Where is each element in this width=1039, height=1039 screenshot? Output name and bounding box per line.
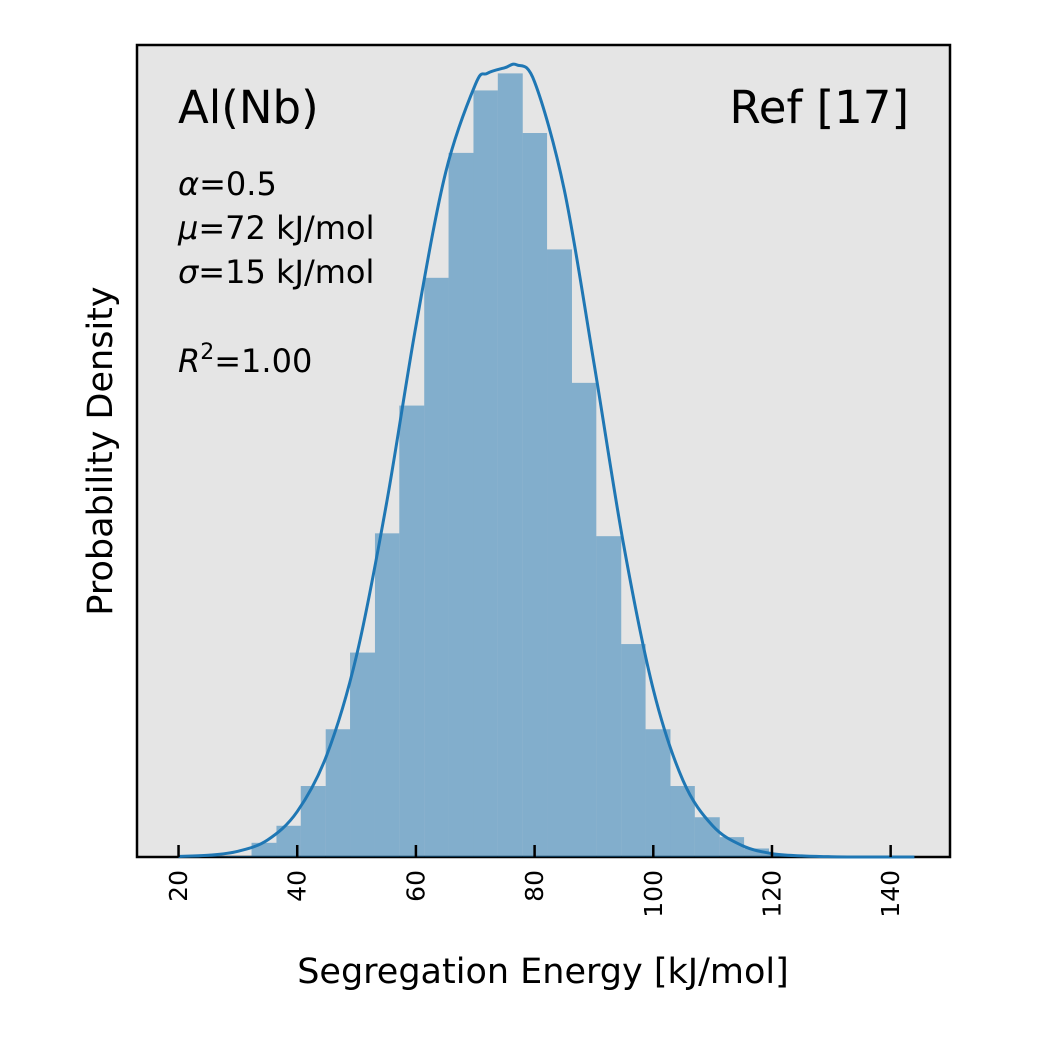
r2-exponent: 2 — [200, 340, 214, 365]
mu-annotation: μ=72 kJ/mol — [177, 209, 374, 247]
r2-value: =1.00 — [214, 342, 312, 380]
mu-symbol: μ — [177, 209, 198, 247]
histogram-bar — [522, 133, 548, 858]
sigma-symbol: σ — [178, 253, 200, 291]
histogram-bar — [227, 855, 252, 857]
histogram-bar — [202, 856, 228, 857]
alpha-annotation: α=0.5 — [178, 165, 277, 203]
histogram-bars — [177, 73, 868, 858]
y-axis-label: Probability Density — [81, 286, 121, 615]
reference-label: Ref [17] — [730, 81, 909, 134]
histogram-bar — [473, 90, 498, 857]
x-tick-label: 80 — [520, 870, 549, 902]
sigma-annotation: σ=15 kJ/mol — [178, 253, 374, 291]
histogram-bar — [547, 249, 572, 858]
histogram-bar — [424, 277, 449, 858]
alpha-symbol: α — [178, 165, 199, 203]
r2-annotation: R2=1.00 — [178, 340, 312, 380]
histogram-bar — [621, 644, 646, 857]
system-label: Al(Nb) — [178, 81, 319, 134]
sigma-value: =15 kJ/mol — [198, 253, 374, 291]
x-tick-label: 60 — [401, 870, 430, 902]
histogram-bar — [448, 152, 474, 857]
x-tick-label: 100 — [639, 870, 668, 918]
x-tick-label: 140 — [876, 870, 905, 918]
fit-curve — [178, 62, 915, 859]
x-tick-label: 120 — [757, 870, 786, 918]
histogram-bar — [694, 817, 720, 857]
histogram-bar — [744, 848, 770, 857]
histogram-bar — [645, 729, 671, 857]
histogram-bar — [350, 652, 375, 857]
alpha-value: =0.5 — [199, 165, 277, 203]
histogram-bar — [399, 405, 425, 857]
x-axis-ticks: 20 40 60 80 100 120 140 — [164, 845, 905, 918]
histogram-bar — [374, 533, 400, 857]
x-tick-label: 40 — [283, 870, 312, 902]
mu-value: =72 kJ/mol — [198, 209, 374, 247]
x-tick-label: 20 — [164, 870, 193, 902]
histogram-bar — [596, 536, 622, 857]
x-axis-label: Segregation Energy [kJ/mol] — [297, 952, 789, 992]
histogram-bar — [571, 382, 597, 857]
histogram-bar — [497, 73, 523, 858]
histogram-bar — [300, 786, 326, 857]
r2-symbol: R — [178, 342, 200, 380]
